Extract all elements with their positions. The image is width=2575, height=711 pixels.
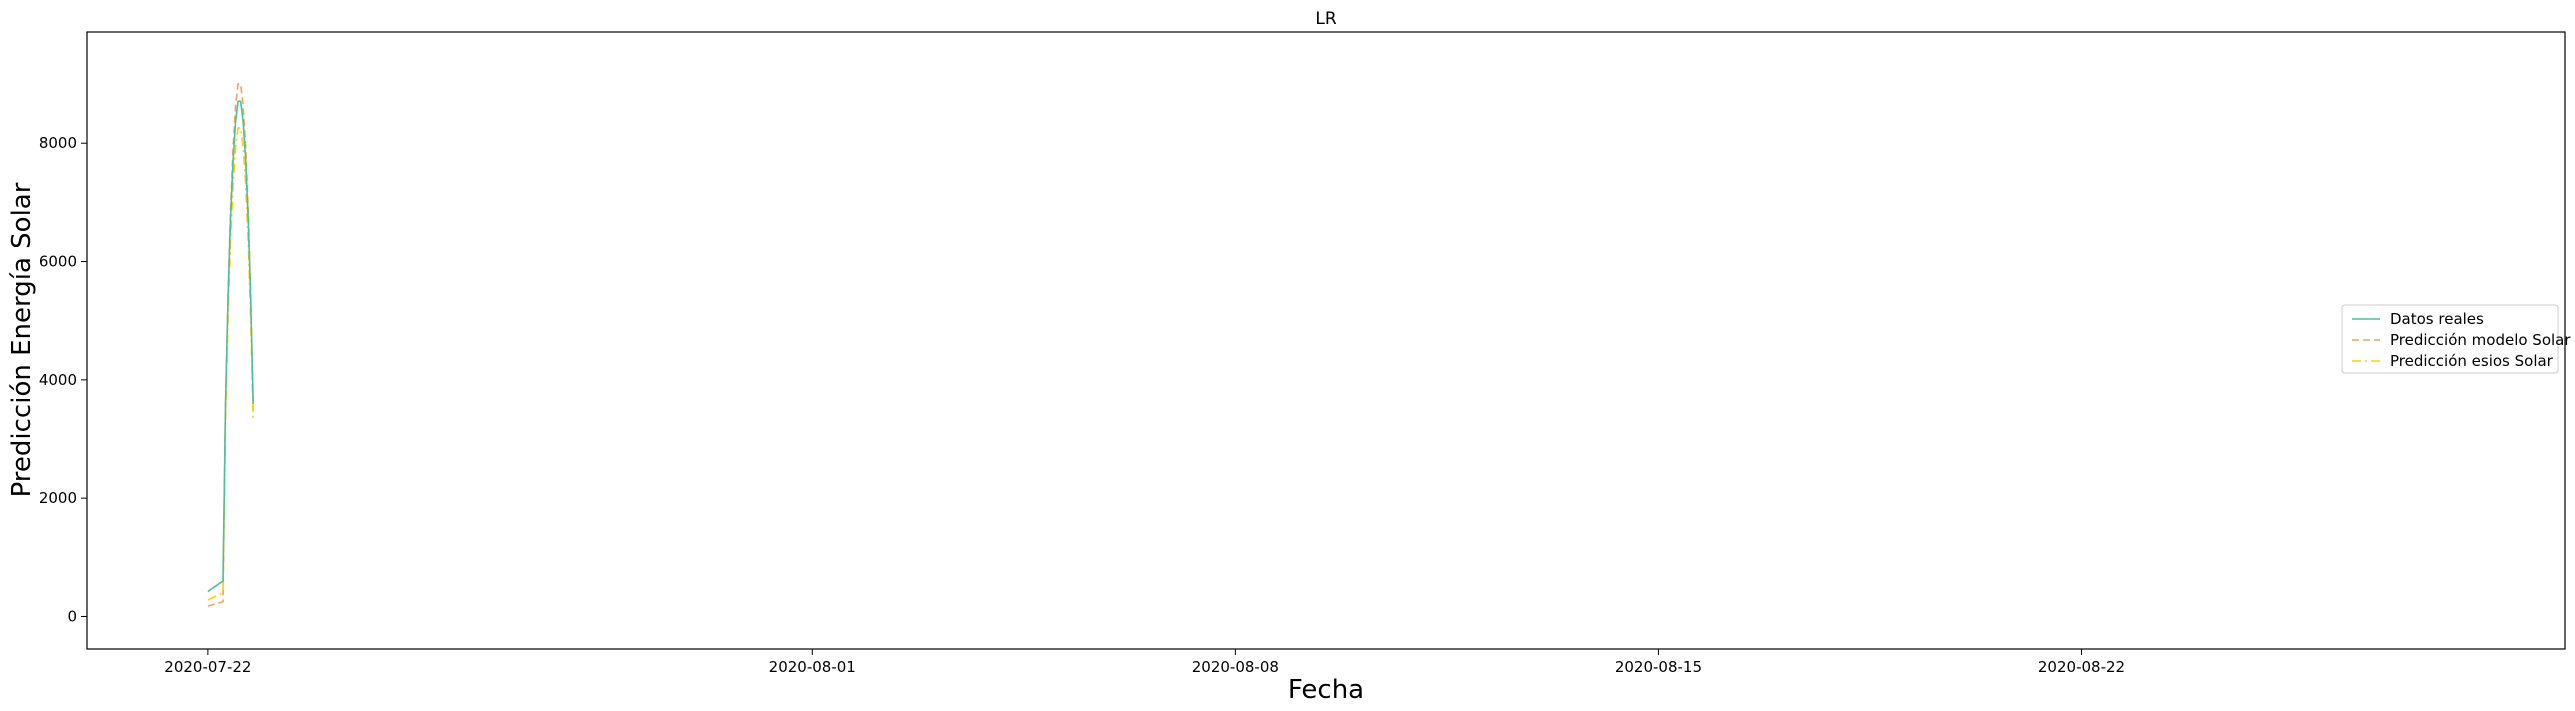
legend: Datos reales Predicción modelo Solar Predi… <box>2341 304 2571 374</box>
x-tick-label: 2020-07-22 <box>164 658 251 676</box>
legend-label: Predicción esios Solar <box>2390 352 2554 370</box>
x-axis-label: Fecha <box>1288 675 1364 705</box>
y-tick-label: 0 <box>67 607 77 625</box>
x-tick-label: 2020-08-15 <box>1615 658 1702 676</box>
legend-box <box>2341 304 2559 374</box>
y-tick-label: 6000 <box>39 253 77 271</box>
legend-label: Predicción modelo Solar <box>2390 331 2571 349</box>
x-tick-label: 2020-08-08 <box>1192 658 1279 676</box>
series-layer <box>207 83 254 607</box>
x-axis: 2020-07-22 2020-08-01 2020-08-08 2020-08-15… <box>164 649 2125 676</box>
chart-title: LR <box>1315 9 1336 29</box>
legend-label: Datos reales <box>2390 310 2484 328</box>
plot-frame <box>86 31 2566 650</box>
y-axis: 0 2000 4000 6000 8000 <box>39 134 87 625</box>
y-tick-label: 8000 <box>39 134 77 152</box>
x-tick-label: 2020-08-01 <box>769 658 856 676</box>
y-axis-label: Predicción Energía Solar <box>7 182 37 497</box>
y-tick-label: 4000 <box>39 371 77 389</box>
x-tick-label: 2020-08-22 <box>2038 658 2125 676</box>
y-tick-label: 2000 <box>39 489 77 507</box>
series-line-1 <box>207 83 254 607</box>
series-line-0 <box>207 100 254 593</box>
